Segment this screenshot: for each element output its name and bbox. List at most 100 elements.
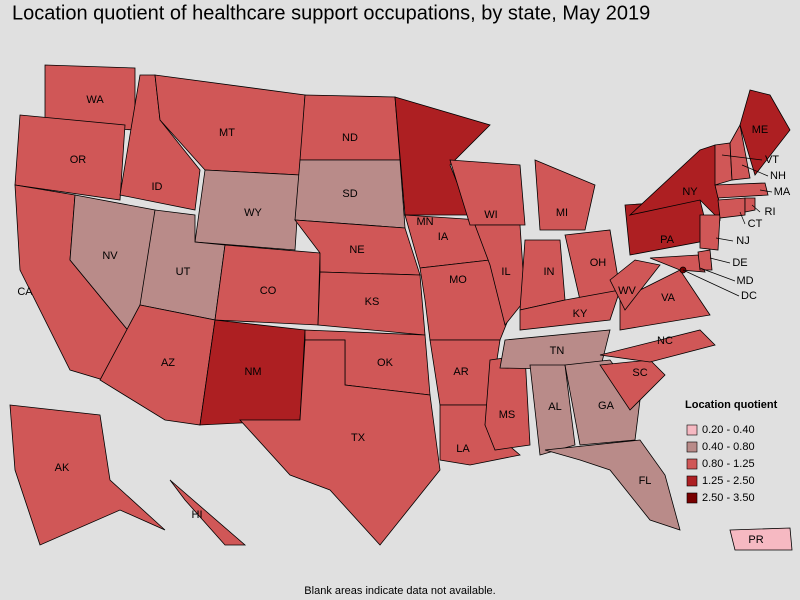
state-label: TN: [550, 345, 565, 357]
state: [449, 159, 526, 226]
state-label: NE: [349, 244, 364, 256]
state: [544, 439, 681, 531]
state-label: LA: [456, 443, 470, 455]
state: [729, 527, 793, 551]
state-label: NJ: [736, 235, 749, 247]
state-label: DC: [741, 290, 757, 302]
state: [717, 197, 746, 219]
legend-label: 0.80 - 1.25: [702, 458, 755, 470]
state: [14, 114, 126, 201]
state-label: OR: [70, 154, 87, 166]
state-label: ID: [152, 181, 163, 193]
legend-swatch: [686, 441, 698, 453]
state: [474, 224, 526, 326]
state-label: CA: [17, 286, 33, 298]
legend-swatch: [686, 424, 698, 436]
state-label: IA: [438, 231, 449, 243]
state-label: UT: [176, 266, 191, 278]
state: [484, 354, 531, 451]
state-label: AL: [548, 401, 561, 413]
state: [9, 404, 166, 546]
leader-line: [699, 267, 736, 282]
state: [299, 94, 401, 161]
state-label: MS: [499, 409, 516, 421]
state: [519, 289, 621, 331]
state-label: OK: [377, 357, 394, 369]
footnote: Blank areas indicate data not available.: [304, 585, 495, 597]
leader-line: [715, 237, 734, 242]
leader-line: [751, 204, 761, 213]
state: [239, 339, 441, 546]
state-label: VA: [661, 292, 676, 304]
state-label: NM: [244, 366, 261, 378]
state-label: PR: [748, 534, 763, 546]
state-label: SC: [632, 367, 647, 379]
state-label: WV: [618, 285, 636, 297]
states: [9, 64, 793, 551]
leader-line: [739, 211, 746, 225]
state-label: MT: [219, 127, 235, 139]
state-label: VT: [765, 154, 779, 166]
state: [529, 364, 576, 456]
state: [169, 479, 247, 546]
state-label: NC: [657, 335, 673, 347]
state: [744, 197, 756, 213]
state-label: OH: [590, 257, 607, 269]
state-label: WI: [484, 209, 497, 221]
state-label: NV: [102, 250, 118, 262]
state: [534, 159, 596, 231]
state: [194, 169, 301, 251]
map-title: Location quotient of healthcare support …: [12, 2, 650, 24]
state: [619, 269, 711, 331]
state: [649, 254, 706, 273]
state: [697, 249, 713, 271]
state-label: AR: [453, 366, 468, 378]
legend-label: 0.40 - 0.80: [702, 441, 755, 453]
state-label: MD: [736, 275, 753, 287]
legend-title: Location quotient: [685, 399, 778, 411]
state-label: DE: [732, 257, 747, 269]
state: [609, 259, 661, 311]
state-label: MA: [774, 186, 791, 198]
state-label: CO: [260, 285, 277, 297]
state-label: AK: [55, 462, 70, 474]
state-label: MO: [449, 274, 467, 286]
state-label: AZ: [161, 357, 175, 369]
state-label: NY: [682, 186, 698, 198]
legend-swatch: [686, 458, 698, 470]
state: [519, 239, 566, 311]
state-label: ME: [752, 124, 769, 136]
state-label: PA: [660, 234, 675, 246]
state-label: HI: [192, 509, 203, 521]
leader-line: [759, 189, 773, 193]
state: [714, 182, 769, 199]
state-label: IN: [544, 266, 555, 278]
state-label: KY: [573, 308, 588, 320]
state-label: SD: [342, 188, 357, 200]
state-label: CT: [748, 218, 763, 230]
state-label: RI: [765, 206, 776, 218]
state: [599, 329, 716, 363]
state-label: FL: [639, 475, 652, 487]
state-label: MI: [556, 207, 568, 219]
state-label: TX: [351, 432, 366, 444]
state: [714, 142, 733, 186]
legend-label: 0.20 - 0.40: [702, 424, 755, 436]
legend-label: 2.50 - 3.50: [702, 492, 755, 504]
legend: 0.20 - 0.40 0.40 - 0.80 0.80 - 1.25 1.25 - …: [686, 424, 755, 504]
leader-line: [741, 164, 769, 177]
state-label: IL: [501, 266, 510, 278]
state: [699, 214, 721, 251]
legend-swatch: [686, 475, 698, 487]
state-labels: WA OR CA NV ID MT WY UT CO AZ NM ND SD NE KS OK TX MN IA MO…: [17, 94, 791, 546]
legend-swatch: [686, 492, 698, 504]
state-label: KS: [365, 296, 380, 308]
leader-line: [721, 154, 763, 161]
state: [99, 304, 216, 426]
state-label: MN: [416, 216, 433, 228]
state: [739, 89, 791, 176]
leader-line: [709, 257, 731, 264]
state-label: WA: [86, 94, 104, 106]
state-label: GA: [598, 400, 615, 412]
